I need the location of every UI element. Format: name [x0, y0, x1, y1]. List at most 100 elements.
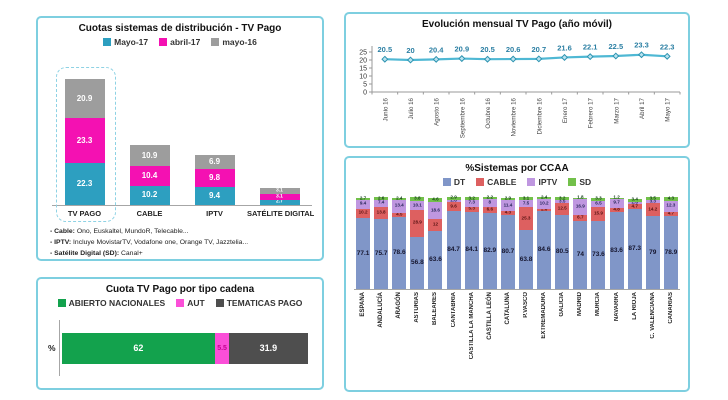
bar-value-label: 3.4 — [631, 197, 638, 203]
legend-swatch-icon — [568, 178, 577, 186]
bar-segment: 28.9 — [410, 210, 425, 237]
bar-stack: 74 6.7 16.9 1.8 — [573, 195, 588, 289]
chart-legend: ABIERTO NACIONALES AUT TEMATICAS PAGO — [38, 298, 322, 308]
bar-column: 9.4 9.8 6.9 — [182, 155, 247, 205]
x-tick-label: NAVARRA — [613, 292, 620, 322]
y-tick-label: 15 — [359, 66, 367, 73]
data-point-marker — [381, 55, 389, 63]
bar-column: 84.7 9.6 2.8 2.9 — [445, 195, 463, 289]
bar-segment: 15.9 — [591, 206, 606, 222]
trend-line — [384, 53, 668, 62]
bar-segment: 3.8 — [410, 196, 425, 201]
legend-item: DT — [442, 177, 465, 187]
x-axis-label-cell: MURCIA — [589, 292, 607, 380]
chart-legend: Mayo-17 abril-17 mayo-16 — [38, 37, 322, 47]
bar-stack: 84.7 9.6 2.8 2.9 — [446, 195, 461, 289]
bar-segment: 4.8 — [609, 207, 624, 213]
x-tick-label: CABLE — [136, 209, 163, 218]
bar-value-label: 75.7 — [374, 249, 388, 257]
bar-value-label: 8 — [488, 199, 492, 205]
x-axis-label-cell: ESPAÑA — [354, 292, 372, 380]
bar-segment: 3.2 — [555, 196, 570, 201]
bar-segment: 2.6 — [627, 200, 642, 204]
bar-value-label: 4.7 — [667, 210, 675, 216]
bar-value-label: 2.9 — [504, 195, 512, 201]
bar-value-label: 11.4 — [503, 202, 513, 208]
x-axis-label-cell: GALICIA — [553, 292, 571, 380]
bar-segment: 12 — [428, 219, 443, 231]
bar-value-label: 83.6 — [610, 246, 623, 254]
bar-value-label: 23.3 — [76, 135, 93, 145]
bar-value-label: 2.7 — [359, 195, 367, 201]
bar-segment: 6.6 — [482, 206, 497, 213]
data-point-marker — [483, 55, 492, 63]
legend-swatch-icon — [442, 178, 451, 186]
stacked-horizontal-bar: 62 5.5 31.9 — [61, 332, 308, 364]
bar-segment: 5.5 — [215, 332, 229, 364]
bar-value-label: 9.4 — [359, 201, 367, 207]
bar-segment: 10.1 — [410, 200, 425, 211]
x-tick-label: CATALUÑA — [504, 292, 511, 325]
x-tick-label: P.VASCO — [523, 292, 530, 318]
bar-segment: 14.2 — [645, 203, 660, 217]
bar-value-label: 25.3 — [521, 215, 531, 221]
data-label: 22.5 — [609, 42, 624, 51]
panel-cuota-tipo-cadena: Cuota TV Pago por tipo cadena ABIERTO NA… — [36, 277, 324, 390]
bar-value-label: 84.1 — [465, 246, 479, 254]
bar-stack: 63.8 25.3 7.5 3.1 — [519, 196, 534, 289]
bar-segment: 9.8 — [194, 168, 235, 188]
bar-value-label: 16.9 — [575, 203, 585, 209]
bar-value-label: 2.7 — [276, 198, 283, 205]
x-tick-label: Abril 17 — [639, 97, 646, 119]
bar-column: 79 14.2 3.3 3.5 — [644, 196, 662, 289]
x-tick-label: CASTILLA LA MANCHA — [468, 292, 475, 360]
x-tick-label: C. VALENCIANA — [649, 292, 656, 339]
bar-segment: 75.7 — [374, 219, 389, 289]
legend-swatch-icon — [103, 38, 112, 46]
x-axis-category-labels: ESPAÑA ANDALUCÍA ARAGÓN ASTURIAS BALEARES CAN… — [354, 292, 680, 380]
bar-value-label: 6.9 — [208, 156, 221, 166]
bar-value-label: 56.8 — [411, 258, 424, 266]
bar-segment: 87.3 — [627, 208, 642, 289]
x-axis-label-cell: P.VASCO — [517, 292, 535, 380]
bar-value-label: 80.7 — [501, 247, 515, 255]
bar-stack: 9.4 9.8 6.9 — [194, 155, 235, 205]
bar-value-label: 80.5 — [555, 247, 569, 255]
bar-column: 80.7 4.3 11.4 2.9 — [499, 195, 517, 289]
data-point-marker — [432, 55, 440, 63]
x-tick-label: EXTREMADURA — [541, 292, 548, 339]
legend-swatch-icon — [159, 38, 168, 46]
bar-value-label: 63.8 — [519, 255, 533, 263]
bar-stack: 78.9 4.7 12.3 4.3 — [663, 196, 678, 289]
bar-column: 77.1 10.2 9.4 2.7 — [354, 195, 372, 289]
bar-value-label: 84.7 — [447, 245, 460, 253]
y-tick-label: 20 — [359, 58, 367, 65]
bar-value-label: 82.9 — [483, 246, 497, 254]
x-tick-label: Noviembre 16 — [511, 97, 518, 136]
x-tick-label: Julio 16 — [408, 97, 415, 119]
bar-segment: 78.6 — [392, 216, 407, 289]
legend-item: AUT — [176, 298, 205, 308]
bar-stack: 82.9 6.6 8 2.2 — [482, 195, 497, 289]
bar-value-label: 9.8 — [208, 172, 221, 182]
data-point-marker — [458, 55, 466, 63]
x-tick-label: GALICIA — [559, 292, 566, 317]
x-tick-label: ESPAÑA — [360, 292, 367, 317]
footnote-term: - Cable: — [50, 228, 75, 235]
bar-value-label: 2.6 — [377, 195, 385, 201]
chart-title: Cuotas sistemas de distribución - TV Pag… — [78, 23, 282, 34]
stacked-bar-chart: 22.3 23.3 20.9 10.2 10.4 10.9 9.4 9.8 6.9 2.7 3.1 3… — [52, 55, 314, 222]
x-tick-label: LA RIOJA — [631, 292, 638, 320]
bar-column: 10.2 10.4 10.9 — [117, 145, 182, 205]
bar-value-label: 78.6 — [392, 248, 406, 256]
x-tick-label: Octubre 16 — [485, 97, 492, 128]
x-tick-label: Diciembre 16 — [536, 97, 543, 134]
bar-value-label: 6.6 — [486, 206, 493, 212]
bar-column: 2.7 3.1 3.1 — [247, 188, 312, 205]
bar-segment: 2.9 — [500, 195, 515, 201]
bar-value-label: 3.1 — [276, 193, 283, 200]
x-axis-label-cell: LA RIOJA — [626, 292, 644, 380]
x-tick-label: MADRID — [577, 292, 584, 316]
